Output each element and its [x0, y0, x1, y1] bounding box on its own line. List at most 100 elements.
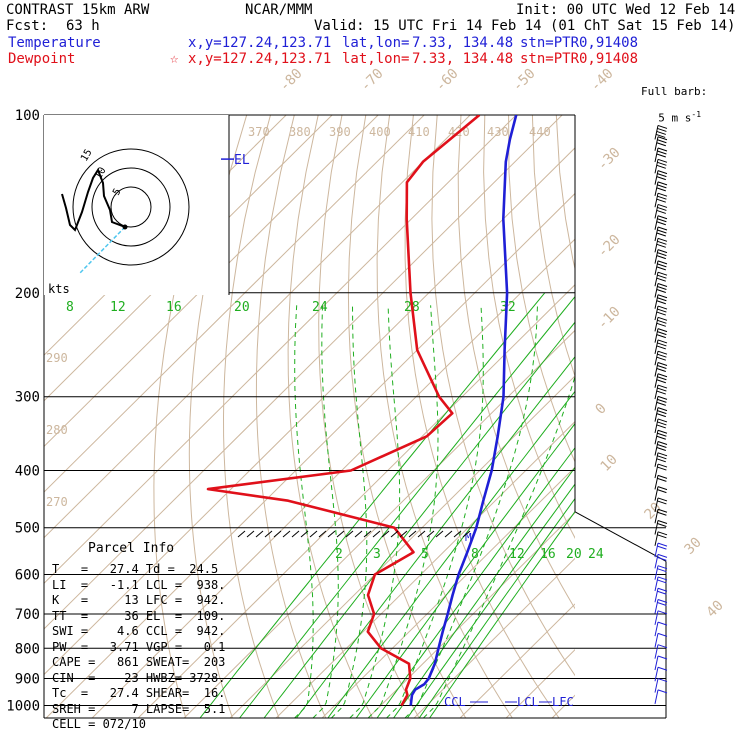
wind-barb-flag [657, 158, 668, 163]
wind-barb-flag [657, 534, 667, 539]
moist-adiabat-line [312, 305, 339, 718]
wind-barb-flag [657, 395, 668, 400]
parcel-info-row: CIN = -23 HWBZ= 3728. [52, 670, 226, 685]
wind-barb-flag [656, 142, 666, 147]
wind-barb-flag [656, 255, 666, 260]
wind-barb-staff [654, 655, 659, 671]
wind-barb-staff [654, 339, 659, 355]
wind-barb-flag [657, 441, 668, 445]
wind-barb-staff [654, 396, 659, 411]
isotherm-label: 30 [682, 535, 705, 558]
isotherm-line [505, 649, 575, 718]
init-time: Init: 00 UTC Wed 12 Feb 14 [516, 2, 736, 18]
wind-barb-flag [657, 421, 667, 426]
wind-barb-staff [654, 226, 659, 242]
isotherm-label: 20 [642, 500, 665, 523]
hodograph-background [44, 115, 229, 295]
wind-barb-flag [657, 353, 667, 358]
wind-barb-staff [654, 238, 659, 253]
hodograph-ring-label: 5 [111, 187, 124, 198]
wind-barb-staff [654, 430, 659, 445]
wind-barb-flag [657, 226, 668, 231]
wind-barb-flag [657, 331, 667, 336]
hatch-mark [237, 530, 246, 538]
fcst-value: 63 h [66, 18, 100, 34]
hatch-mark [426, 530, 435, 538]
isotherm-line [321, 466, 575, 718]
wind-barb-staff [654, 622, 659, 637]
theta-label: 400 [369, 125, 391, 139]
parcel-info-row: CELL = 072/10 [52, 717, 146, 731]
hatch-mark [381, 530, 390, 538]
wind-barb-flag [656, 243, 666, 248]
wind-barb-flag [656, 232, 666, 237]
moist-adiabat-line [331, 305, 368, 718]
mixing-ratio-line [199, 292, 546, 718]
wind-barb-staff [654, 170, 659, 185]
wind-barb-staff [654, 249, 659, 264]
hodograph-ring [110, 186, 152, 228]
wind-barb-flag [657, 610, 668, 615]
mixing-ratio-line [296, 356, 575, 718]
wind-barb-flag [657, 237, 668, 242]
mixing-ratio-label: 24 [588, 547, 604, 562]
isotherm-label: -10 [595, 304, 624, 333]
moist-adiabat-line [349, 305, 401, 718]
hatch-mark [453, 530, 462, 538]
wind-barb-flag [657, 308, 667, 313]
wind-barb-staff [654, 520, 659, 535]
wind-barb-flag [657, 170, 668, 175]
wind-barb-flag [657, 249, 668, 254]
wind-barb-staff [654, 272, 659, 287]
wind-barb-flag [657, 305, 668, 310]
pressure-label: 1000 [6, 698, 40, 714]
mixing-ratio-label: 12 [509, 547, 525, 562]
wind-barb-staff [654, 644, 659, 659]
fcst-label: Fcst: [6, 18, 49, 34]
isotherm-label: 40 [704, 598, 727, 621]
parcel-info-row: PW = 3.71 VGP = 0.1 [52, 639, 226, 654]
wind-barb-flag [656, 133, 666, 138]
wind-barb-flag [657, 410, 667, 415]
wind-barb-flag [657, 139, 667, 144]
wind-barb-staff [654, 588, 659, 603]
wind-barb-flag [656, 130, 666, 135]
dry-adiabat-line [723, 115, 740, 718]
wind-barb-staff [654, 283, 659, 298]
theta-label: 430 [487, 125, 509, 139]
hatch-mark [255, 530, 264, 538]
isotherm-line [459, 603, 575, 718]
theta-label: 380 [289, 125, 311, 139]
wind-barb-flag [657, 520, 668, 524]
dry-adiabat-line [376, 115, 513, 718]
isotherm-label: -30 [595, 145, 624, 174]
pressure-label: 500 [15, 521, 40, 537]
wind-barb-flag [657, 161, 667, 166]
wind-barb-flag [657, 486, 668, 491]
wind-barb-staff [654, 542, 659, 558]
wind-barb-flag [657, 362, 668, 366]
wind-barb-flag [657, 568, 667, 573]
wind-barb-flag [656, 334, 666, 339]
wind-barb-flag [656, 277, 666, 282]
wind-barb-flag [657, 136, 668, 141]
dry-adiabat-line [675, 115, 740, 718]
theta-label: 270 [46, 495, 68, 509]
melting-level-label: M [465, 531, 472, 544]
hatch-mark [354, 530, 363, 538]
wind-barb-flag [656, 153, 666, 158]
wind-barb-flag [657, 621, 668, 626]
temperature-legend: Temperature [8, 35, 101, 51]
wind-barb-flag [657, 477, 667, 482]
mixing-ratio-label: 5 [421, 547, 429, 562]
wind-barb-flag [657, 127, 667, 132]
pressure-label: 100 [15, 108, 40, 124]
dry-adiabat-line [222, 115, 280, 718]
mixing-ratio-line [263, 321, 575, 718]
el-label: EL [234, 153, 250, 168]
wind-barb-flag [657, 576, 668, 581]
wind-barb-flag [657, 508, 668, 513]
wind-barb-flag [656, 266, 666, 271]
isotherm-line [44, 115, 379, 448]
hodograph-ring-label: 15 [79, 148, 95, 164]
